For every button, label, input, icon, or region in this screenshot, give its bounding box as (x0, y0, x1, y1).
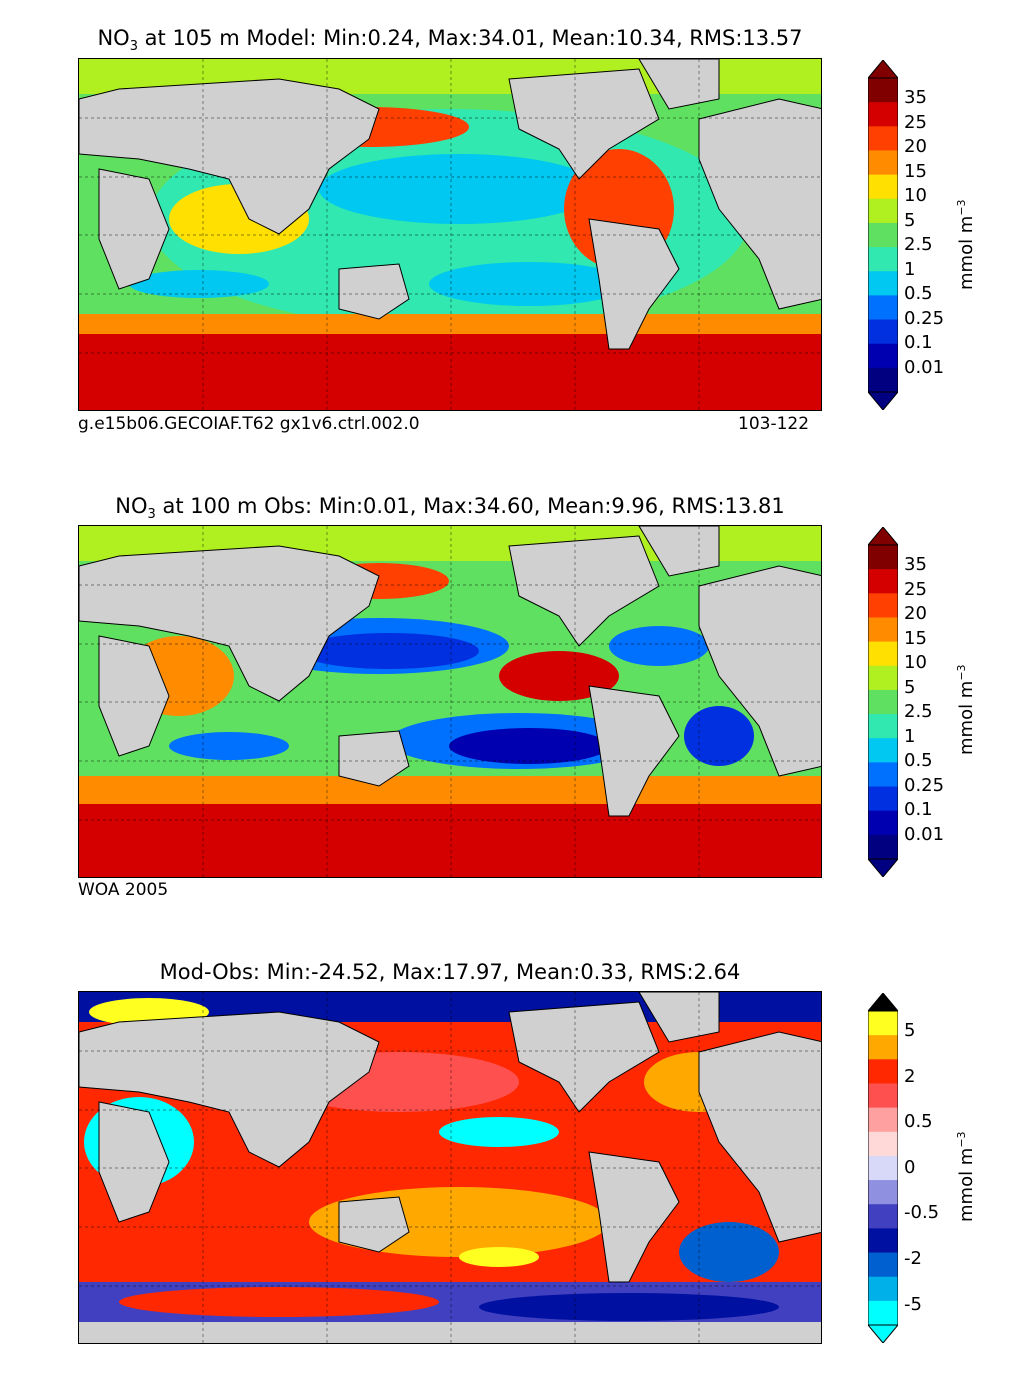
colorbar-tick-label: 10 (904, 185, 927, 206)
colorbar-tick-label: 20 (904, 603, 927, 624)
colorbar-segment (868, 1204, 898, 1229)
panel-title: Mod-Obs: Min:-24.52, Max:17.97, Mean:0.3… (159, 960, 741, 984)
colorbar-tick-label: 25 (904, 111, 927, 133)
colorbar-segment (868, 1131, 898, 1157)
colorbar-segment (868, 689, 898, 715)
colorbar-tick-label: 0.1 (904, 799, 933, 820)
colorbar-tick-label: 15 (904, 160, 927, 182)
colorbar-tick-label: 35 (904, 87, 927, 108)
colorbar-segment (868, 198, 898, 224)
colorbar-segment (868, 343, 898, 369)
colorbar-tick-label: 2.5 (904, 701, 933, 722)
colorbar-tick-label: 2.5 (904, 234, 933, 255)
colorbar-segment (868, 367, 898, 393)
colorbar-segment (868, 271, 898, 296)
colorbar-segment (868, 78, 898, 103)
colorbar-tick-label: 0 (904, 1156, 916, 1178)
map-model (78, 58, 822, 411)
colorbar-tick-label: 0.1 (904, 332, 933, 353)
colorbar-tick-label: 5 (904, 676, 916, 698)
map-diff (78, 991, 822, 1344)
colorbar-segment (868, 1011, 898, 1036)
colorbar-segment (868, 834, 898, 860)
colorbar-tick-label: 0.5 (904, 283, 933, 304)
colorbar-segment (868, 319, 898, 345)
colorbar-tick-label: 5 (904, 1020, 916, 1041)
colorbar-tick-label: 10 (904, 652, 927, 673)
colorbar-tick-label: 25 (904, 578, 927, 600)
colorbar-obs (866, 526, 900, 878)
colorbar-segment (868, 1276, 898, 1302)
colorbar-tick-label: -0.5 (904, 1202, 940, 1224)
colorbar-tick-label: 20 (904, 136, 927, 157)
panel-title: NO3 at 100 m Obs: Min:0.01, Max:34.60, M… (115, 494, 785, 523)
colorbar-segment (868, 150, 898, 176)
colorbar-segment (868, 247, 898, 272)
colorbar-tick-label: -2 (904, 1248, 922, 1269)
colorbar-unit-label: mmol m−3 (955, 1131, 977, 1222)
colorbar-segment (868, 762, 898, 788)
colorbar-segment (868, 1300, 898, 1326)
colorbar-segment (868, 1059, 898, 1084)
colorbar-segment (868, 810, 898, 836)
colorbar-segment (868, 569, 898, 594)
caption-left: g.e15b06.GECOIAF.T62 gx1v6.ctrl.002.0 (78, 414, 420, 434)
colorbar-segment (868, 617, 898, 643)
colorbar-tick-label: 15 (904, 627, 927, 649)
colorbar-segment (868, 222, 898, 248)
colorbar-segment (868, 1228, 898, 1254)
colorbar-segment (868, 593, 898, 618)
colorbar-unit-label: mmol m−3 (955, 664, 977, 755)
colorbar-segment (868, 102, 898, 127)
colorbar-segment (868, 1155, 898, 1181)
colorbar-segment (868, 786, 898, 812)
caption-left: WOA 2005 (78, 880, 169, 900)
colorbar-segment (868, 714, 898, 739)
colorbar-segment (868, 1035, 898, 1060)
caption-right: 103-122 (738, 414, 810, 434)
colorbar-segment (868, 126, 898, 151)
colorbar-segment (868, 665, 898, 691)
colorbar-segment (868, 295, 898, 321)
colorbar-segment (868, 545, 898, 570)
colorbar-segment (868, 1180, 898, 1205)
colorbar-tick-label: 1 (904, 725, 916, 747)
colorbar-tick-label: 0.5 (904, 750, 933, 771)
colorbar-segment (868, 1252, 898, 1278)
map-obs (78, 525, 822, 878)
colorbar-segment (868, 641, 898, 667)
colorbar-tick-label: -5 (904, 1293, 922, 1315)
colorbar-diff (866, 992, 900, 1344)
colorbar-segment (868, 174, 898, 200)
colorbar-segment (868, 1083, 898, 1109)
panel-title: NO3 at 105 m Model: Min:0.24, Max:34.01,… (97, 26, 803, 55)
colorbar-tick-label: 35 (904, 554, 927, 575)
colorbar-tick-label: 1 (904, 258, 916, 280)
colorbar-unit-label: mmol m−3 (955, 199, 977, 290)
colorbar-tick-label: 0.01 (904, 356, 945, 378)
colorbar-tick-label: 0.25 (904, 774, 945, 796)
colorbar-tick-label: 5 (904, 209, 916, 231)
colorbar-segment (868, 1107, 898, 1133)
colorbar-tick-label: 0.25 (904, 307, 945, 329)
colorbar-tick-label: 0.01 (904, 823, 945, 845)
colorbar-segment (868, 738, 898, 763)
colorbar-model (866, 59, 900, 411)
colorbar-tick-label: 2 (904, 1065, 916, 1087)
colorbar-tick-label: 0.5 (904, 1111, 933, 1133)
